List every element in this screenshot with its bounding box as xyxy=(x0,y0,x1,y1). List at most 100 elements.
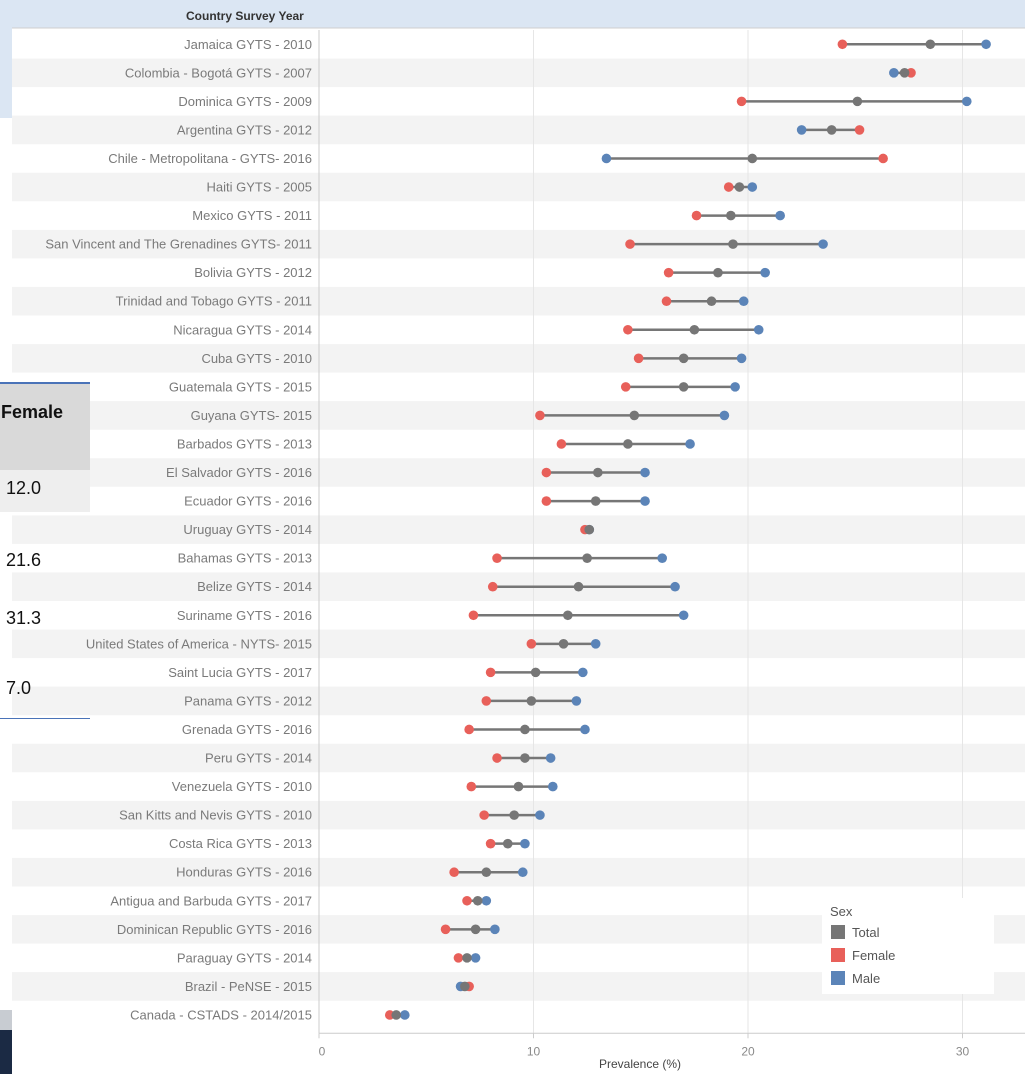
point-total xyxy=(471,925,481,935)
point-total xyxy=(593,468,603,478)
point-total xyxy=(747,154,757,164)
point-total xyxy=(623,439,633,449)
row-label: Brazil - PeNSE - 2015 xyxy=(185,979,312,994)
point-male xyxy=(471,953,481,963)
row-label: Guyana GYTS- 2015 xyxy=(191,408,312,423)
point-male xyxy=(685,439,695,449)
point-male xyxy=(818,239,828,249)
point-male xyxy=(670,582,680,592)
point-female xyxy=(486,839,496,849)
point-male xyxy=(602,154,612,164)
point-total xyxy=(473,896,483,906)
point-female xyxy=(486,668,496,678)
point-total xyxy=(591,496,601,506)
point-total xyxy=(559,639,569,649)
point-female xyxy=(535,411,545,421)
point-male xyxy=(657,553,667,563)
point-total xyxy=(728,239,738,249)
row-label: Bolivia GYTS - 2012 xyxy=(194,265,312,280)
row-label: Panama GYTS - 2012 xyxy=(184,693,312,708)
point-male xyxy=(572,696,582,706)
point-male xyxy=(797,125,807,135)
point-female xyxy=(482,696,492,706)
point-female xyxy=(737,97,747,107)
x-axis-title: Prevalence (%) xyxy=(599,1057,681,1071)
table-bottom-rule xyxy=(0,718,90,719)
point-total xyxy=(827,125,837,135)
row-label: Dominican Republic GYTS - 2016 xyxy=(117,922,312,937)
row-label: United States of America - NYTS- 2015 xyxy=(86,636,312,651)
row-label: San Kitts and Nevis GYTS - 2010 xyxy=(119,808,312,823)
point-total xyxy=(853,97,863,107)
point-female xyxy=(542,496,552,506)
point-total xyxy=(679,354,689,364)
row-label: Nicaragua GYTS - 2014 xyxy=(173,322,312,337)
point-male xyxy=(679,610,689,620)
point-female xyxy=(838,39,848,49)
row-label: San Vincent and The Grenadines GYTS- 201… xyxy=(45,237,312,252)
point-female xyxy=(724,182,734,192)
point-male xyxy=(548,782,558,792)
point-male xyxy=(546,753,556,763)
point-male xyxy=(775,211,785,221)
point-total xyxy=(584,525,594,535)
row-label: Jamaica GYTS - 2010 xyxy=(184,37,312,52)
row-label: Barbados GYTS - 2013 xyxy=(177,436,312,451)
point-male xyxy=(490,925,500,935)
point-total xyxy=(713,268,723,278)
point-female xyxy=(441,925,451,935)
table-fragment: Female 12.0 21.6 31.3 7.0 xyxy=(0,382,92,722)
table-header-cell: Female xyxy=(0,382,90,472)
point-total xyxy=(735,182,745,192)
point-female xyxy=(449,867,459,877)
row-label: Ecuador GYTS - 2016 xyxy=(184,494,312,509)
row-label: Paraguay GYTS - 2014 xyxy=(177,950,312,965)
row-label: Suriname GYTS - 2016 xyxy=(177,608,312,623)
table-value-1: 12.0 xyxy=(6,478,66,499)
point-male xyxy=(737,354,747,364)
point-male xyxy=(400,1010,410,1020)
point-female xyxy=(634,354,644,364)
table-value-2: 21.6 xyxy=(6,550,66,571)
legend-swatch-total xyxy=(831,925,845,939)
row-label: Bahamas GYTS - 2013 xyxy=(178,551,312,566)
row-band xyxy=(12,173,1025,202)
row-band xyxy=(12,116,1025,145)
legend-entry-male: Male xyxy=(852,971,880,986)
point-total xyxy=(531,668,541,678)
point-total xyxy=(726,211,736,221)
row-label: Dominica GYTS - 2009 xyxy=(178,94,312,109)
row-label: Honduras GYTS - 2016 xyxy=(176,865,312,880)
point-female xyxy=(454,953,464,963)
point-male xyxy=(520,839,530,849)
point-total xyxy=(707,296,717,306)
row-band xyxy=(12,401,1025,430)
row-label: Saint Lucia GYTS - 2017 xyxy=(168,665,312,680)
point-male xyxy=(580,725,590,735)
row-label: Costa Rica GYTS - 2013 xyxy=(169,836,312,851)
point-total xyxy=(460,982,470,992)
point-male xyxy=(739,296,749,306)
row-band xyxy=(12,458,1025,487)
point-male xyxy=(640,468,650,478)
table-value-4: 7.0 xyxy=(6,678,66,699)
legend-swatch-male xyxy=(831,971,845,985)
point-total xyxy=(563,610,573,620)
row-label: Grenada GYTS - 2016 xyxy=(182,722,312,737)
point-male xyxy=(720,411,730,421)
point-male xyxy=(578,668,588,678)
point-male xyxy=(889,68,899,78)
point-female xyxy=(469,610,479,620)
point-male xyxy=(760,268,770,278)
row-label: Guatemala GYTS - 2015 xyxy=(169,379,312,394)
point-total xyxy=(527,696,537,706)
point-total xyxy=(391,1010,401,1020)
x-tick-label: 0 xyxy=(319,1044,326,1058)
x-tick-label: 20 xyxy=(741,1044,755,1058)
point-male xyxy=(535,810,545,820)
legend-title: Sex xyxy=(830,904,853,919)
row-label: Uruguay GYTS - 2014 xyxy=(183,522,312,537)
left-bottom-block-top xyxy=(0,1010,12,1030)
row-label: Peru GYTS - 2014 xyxy=(205,751,312,766)
